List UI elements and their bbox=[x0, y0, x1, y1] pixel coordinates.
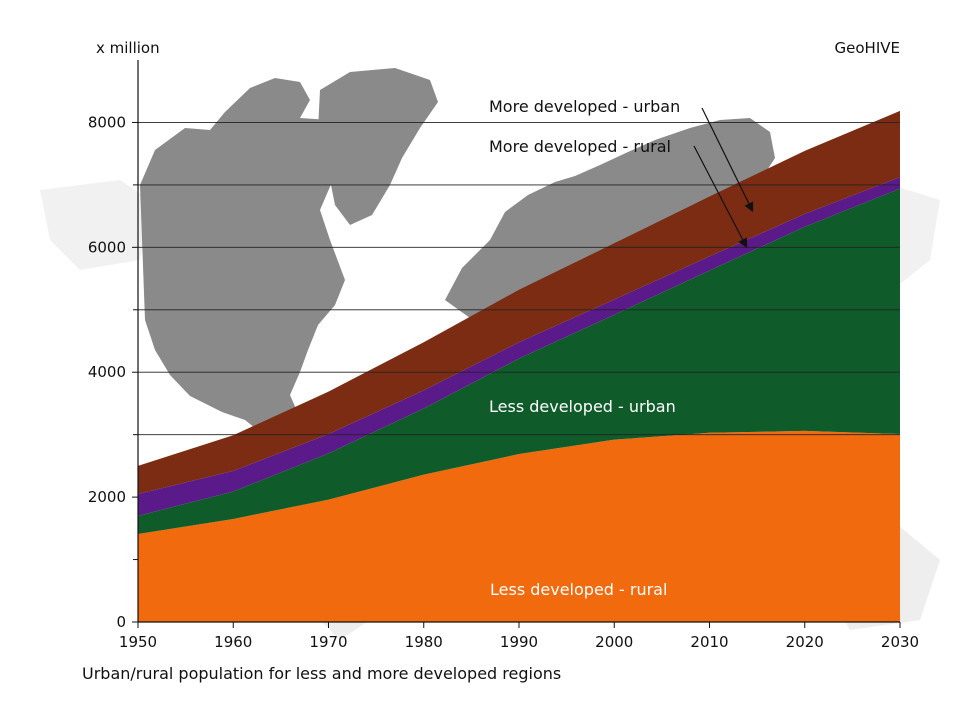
area-less-developed-urban bbox=[138, 188, 900, 534]
y-tick-label-2000: 2000 bbox=[88, 488, 126, 506]
area-more-developed-rural bbox=[138, 177, 900, 516]
label-more-developed-urban: More developed - urban bbox=[489, 97, 680, 116]
unit-label: x million bbox=[96, 39, 160, 57]
map-faint-west bbox=[40, 180, 150, 270]
map-north-america bbox=[140, 78, 350, 448]
arrow-more-developed-urban bbox=[701, 107, 754, 213]
x-tick-label-1970: 1970 bbox=[309, 633, 347, 651]
x-tick-label-1990: 1990 bbox=[500, 633, 538, 651]
x-tick-label-1960: 1960 bbox=[214, 633, 252, 651]
x-axis-ticks: 1950 1960 1970 1980 1990 2000 2010 2020 2030 bbox=[119, 622, 919, 651]
arrow-more-developed-rural bbox=[693, 145, 748, 249]
map-greenland bbox=[318, 68, 438, 225]
label-less-developed-urban: Less developed - urban bbox=[489, 397, 676, 416]
map-europe-asia bbox=[445, 118, 775, 318]
y-axis-ticks: 0 2000 4000 6000 8000 bbox=[88, 113, 138, 631]
area-more-developed-urban bbox=[138, 110, 900, 494]
x-tick-label-2000: 2000 bbox=[595, 633, 633, 651]
x-tick-label-1980: 1980 bbox=[405, 633, 443, 651]
gridlines bbox=[138, 121, 900, 436]
chart-caption: Urban/rural population for less and more… bbox=[82, 664, 562, 683]
y-tick-label-6000: 6000 bbox=[88, 238, 126, 256]
y-tick-label-8000: 8000 bbox=[88, 113, 126, 131]
x-tick-label-2010: 2010 bbox=[690, 633, 728, 651]
label-more-developed-rural: More developed - rural bbox=[489, 137, 671, 156]
x-tick-label-1950: 1950 bbox=[119, 633, 157, 651]
y-tick-label-4000: 4000 bbox=[88, 363, 126, 381]
area-less-developed-rural bbox=[138, 430, 900, 622]
y-tick-label-0: 0 bbox=[116, 613, 126, 631]
label-less-developed-rural: Less developed - rural bbox=[490, 580, 667, 599]
x-tick-label-2020: 2020 bbox=[786, 633, 824, 651]
stacked-areas bbox=[138, 110, 900, 622]
source-label: GeoHIVE bbox=[835, 39, 900, 57]
x-tick-label-2030: 2030 bbox=[881, 633, 919, 651]
